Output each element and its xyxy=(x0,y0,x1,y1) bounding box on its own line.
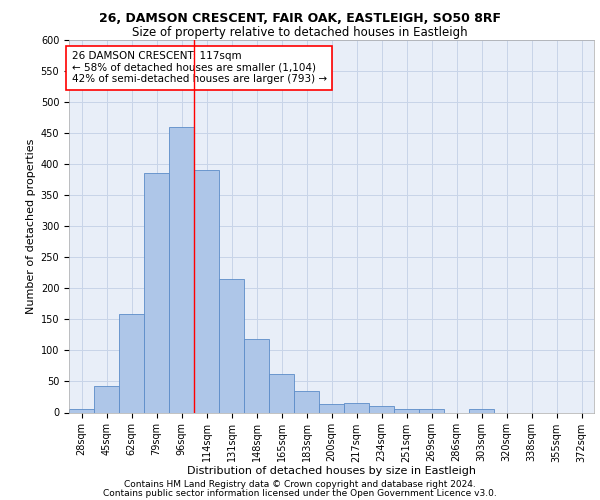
X-axis label: Distribution of detached houses by size in Eastleigh: Distribution of detached houses by size … xyxy=(187,466,476,476)
Bar xyxy=(294,391,319,412)
Bar xyxy=(94,386,119,412)
Bar xyxy=(244,339,269,412)
Text: 26, DAMSON CRESCENT, FAIR OAK, EASTLEIGH, SO50 8RF: 26, DAMSON CRESCENT, FAIR OAK, EASTLEIGH… xyxy=(99,12,501,26)
Bar xyxy=(69,410,94,412)
Bar xyxy=(344,403,369,412)
Bar xyxy=(419,410,444,412)
Bar xyxy=(219,279,244,412)
Text: Contains HM Land Registry data © Crown copyright and database right 2024.: Contains HM Land Registry data © Crown c… xyxy=(124,480,476,489)
Y-axis label: Number of detached properties: Number of detached properties xyxy=(26,138,37,314)
Bar xyxy=(269,374,294,412)
Text: 26 DAMSON CRESCENT: 117sqm
← 58% of detached houses are smaller (1,104)
42% of s: 26 DAMSON CRESCENT: 117sqm ← 58% of deta… xyxy=(71,51,327,84)
Bar xyxy=(194,170,219,412)
Bar xyxy=(319,404,344,412)
Bar xyxy=(469,410,494,412)
Text: Contains public sector information licensed under the Open Government Licence v3: Contains public sector information licen… xyxy=(103,488,497,498)
Bar xyxy=(394,409,419,412)
Bar xyxy=(369,406,394,412)
Bar xyxy=(144,174,169,412)
Bar xyxy=(169,127,194,412)
Bar xyxy=(119,314,144,412)
Text: Size of property relative to detached houses in Eastleigh: Size of property relative to detached ho… xyxy=(132,26,468,39)
